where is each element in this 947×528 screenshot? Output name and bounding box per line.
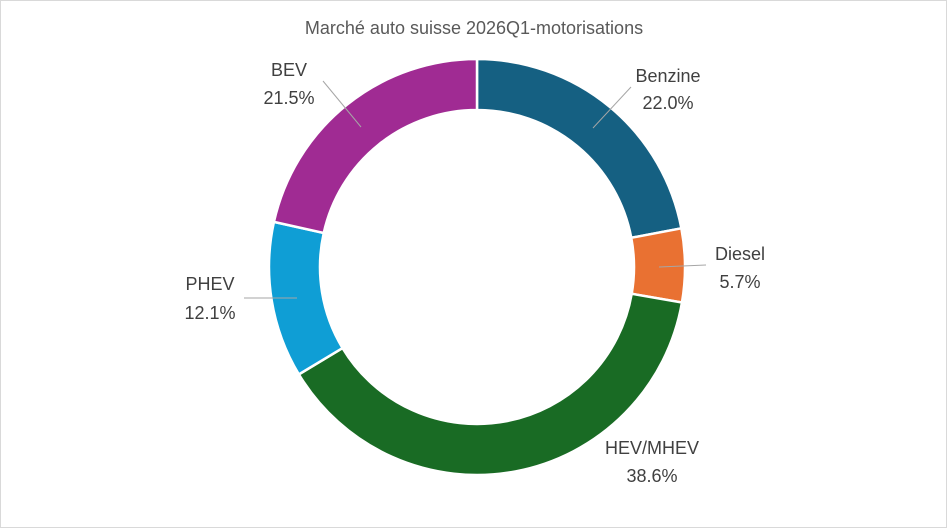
leader-line-benzine xyxy=(592,86,632,129)
slice-label-name-benzine: Benzine xyxy=(635,66,700,86)
slice-label-name-diesel: Diesel xyxy=(715,244,765,264)
leader-lines xyxy=(244,80,707,299)
slice-label-value-diesel: 5.7% xyxy=(719,272,760,292)
slice-hev-mhev xyxy=(297,292,684,477)
slices xyxy=(267,57,687,477)
data-labels: Benzine 22.0% Diesel 5.7% HEV/MHEV 38.6% PHEV 1… xyxy=(184,60,765,486)
slice-bev xyxy=(272,57,479,235)
slice-label-name-hev-mhev: HEV/MHEV xyxy=(605,438,699,458)
slice-label-value-benzine: 22.0% xyxy=(642,93,693,113)
slice-label-name-bev: BEV xyxy=(271,60,307,80)
chart-title: Marché auto suisse 2026Q1-motorisations xyxy=(305,18,643,38)
slice-label-value-bev: 21.5% xyxy=(263,88,314,108)
slice-label-value-hev-mhev: 38.6% xyxy=(626,466,677,486)
leader-line-diesel xyxy=(658,264,707,268)
slice-label-name-phev: PHEV xyxy=(185,274,234,294)
leader-line-bev xyxy=(322,80,362,128)
slice-diesel xyxy=(629,226,687,304)
slice-label-value-phev: 12.1% xyxy=(184,303,235,323)
